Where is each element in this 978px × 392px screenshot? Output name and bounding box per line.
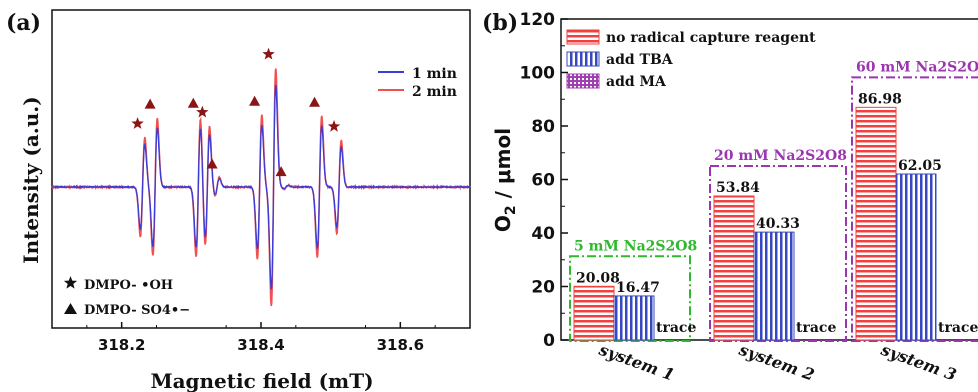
panel-a-legend: 1 min 2 min bbox=[378, 66, 457, 100]
star-marker bbox=[262, 47, 275, 60]
legend-label-ma: add MA bbox=[606, 74, 667, 90]
bar-value-label: trace bbox=[796, 320, 836, 336]
star-marker bbox=[327, 119, 341, 132]
legend-swatch-ma bbox=[566, 73, 600, 89]
star-marker bbox=[131, 117, 144, 129]
panel-a-label: (a) bbox=[6, 10, 41, 36]
panel-a-marker-legend: DMPO- •OH DMPO- SO4•− bbox=[63, 276, 190, 318]
triangle-marker bbox=[187, 97, 199, 108]
y-tick-label: 100 bbox=[520, 64, 556, 84]
legend-label-1min: 1 min bbox=[412, 66, 457, 82]
category-label: system 3 bbox=[878, 340, 959, 385]
panel-b-legend: no radical capture reagent add TBA add M… bbox=[566, 29, 816, 90]
series-line-1min bbox=[51, 84, 471, 290]
panel-b-ylabel: O2 / μmol bbox=[491, 128, 519, 232]
legend-swatch-no-reagent bbox=[566, 29, 600, 45]
triangle-marker bbox=[275, 166, 287, 177]
panel-a: (a) 318.2 318.4 318.6 1 min 2 min DMPO- •O… bbox=[6, 9, 471, 392]
bar bbox=[573, 285, 615, 341]
triangle-marker bbox=[206, 158, 218, 169]
concentration-box bbox=[851, 76, 978, 343]
bar-value-label: 20.08 bbox=[576, 270, 620, 286]
marker-legend-so4: DMPO- SO4•− bbox=[84, 303, 190, 318]
panel-b-ylabel-unit: / μmol bbox=[491, 128, 515, 205]
concentration-box bbox=[569, 255, 691, 343]
bar bbox=[713, 195, 755, 341]
bar-value-label: trace bbox=[938, 320, 978, 336]
y-tick-label: 40 bbox=[531, 224, 555, 244]
bar-value-label: 40.33 bbox=[756, 216, 800, 232]
bar-value-label: 53.84 bbox=[716, 180, 760, 196]
panel-b-label: (b) bbox=[482, 10, 518, 36]
panel-b: (b) 0 20 40 60 80 100 120 system 1 system 2 syste… bbox=[482, 10, 978, 385]
legend-label-tba: add TBA bbox=[606, 52, 674, 68]
legend-label-no-reagent: no radical capture reagent bbox=[606, 30, 816, 46]
legend-swatch-tba bbox=[566, 51, 600, 67]
star-marker bbox=[196, 105, 209, 118]
marker-legend-oh: DMPO- •OH bbox=[84, 278, 173, 293]
concentration-box bbox=[709, 164, 847, 342]
x-tick-label: 318.2 bbox=[98, 336, 145, 354]
panel-b-ylabel-o: O bbox=[491, 215, 515, 232]
bar-value-label: trace bbox=[656, 320, 696, 336]
legend-label-2min: 2 min bbox=[412, 84, 457, 100]
y-tick-label: 120 bbox=[520, 10, 556, 30]
bar bbox=[613, 295, 655, 341]
triangle-marker bbox=[249, 95, 261, 106]
bar bbox=[855, 106, 897, 341]
triangle-marker bbox=[144, 98, 156, 109]
y-tick-label: 0 bbox=[543, 331, 555, 351]
concentration-label: 60 mM Na2S2O8 bbox=[856, 59, 978, 75]
y-tick-label: 60 bbox=[531, 171, 555, 191]
panel-a-xlabel: Magnetic field (mT) bbox=[150, 369, 373, 392]
bar-value-label: 86.98 bbox=[858, 91, 902, 107]
panel-b-ylabel-sub: 2 bbox=[503, 205, 519, 215]
y-tick-label: 20 bbox=[531, 278, 555, 298]
concentration-label: 20 mM Na2S2O8 bbox=[714, 148, 847, 164]
x-tick-label: 318.6 bbox=[377, 336, 424, 354]
star-legend-icon bbox=[63, 276, 78, 289]
category-label: system 2 bbox=[736, 340, 817, 385]
bar-value-label: 62.05 bbox=[898, 158, 942, 174]
y-tick-label: 80 bbox=[531, 117, 555, 137]
panel-a-ylabel: Intensity (a.u.) bbox=[19, 96, 43, 263]
triangle-legend-icon bbox=[64, 303, 77, 314]
triangle-marker bbox=[309, 96, 321, 107]
bar bbox=[895, 173, 937, 341]
bar bbox=[753, 231, 795, 341]
x-tick-label: 318.4 bbox=[237, 336, 284, 354]
bar-value-label: 16.47 bbox=[616, 280, 660, 296]
concentration-label: 5 mM Na2S2O8 bbox=[574, 238, 697, 254]
category-label: system 1 bbox=[596, 340, 677, 385]
